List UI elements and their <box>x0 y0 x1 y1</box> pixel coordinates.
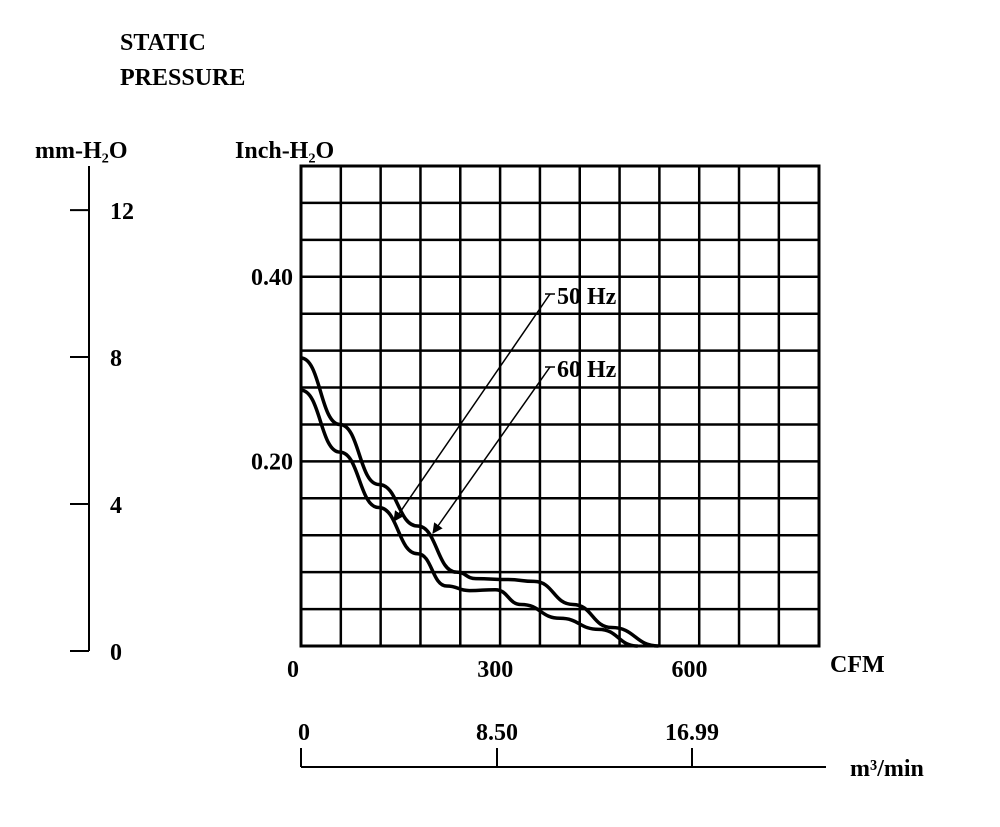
annotation-arrow-60-hz <box>432 366 551 534</box>
m3-tick-label-1: 8.50 <box>476 720 518 746</box>
annotation-label-50-hz: 50 Hz <box>557 284 617 310</box>
m3-axis: 0 8.50 16.99 <box>298 720 826 768</box>
mm-axis-label: mm-H₂O <box>35 138 128 164</box>
m3-tick-label-0: 0 <box>298 720 310 746</box>
series-lines <box>300 356 659 648</box>
grid <box>299 164 821 648</box>
x-tick-label-2: 600 <box>672 657 708 683</box>
mm-tick-label-0: 0 <box>110 640 122 666</box>
x-axis-label: CFM <box>830 652 885 678</box>
plot-frame <box>299 164 821 648</box>
mm-tick-label-2: 8 <box>110 346 122 372</box>
annotation-arrow-50-hz <box>393 293 551 522</box>
mm-tick-label-1: 4 <box>110 493 122 519</box>
chart-title-line-2: PRESSURE <box>120 65 245 91</box>
series-line-60-hz <box>300 356 659 648</box>
y-axis-label: Inch-H₂O <box>235 138 334 164</box>
tick-labels: 0 300 600 0.20 0.40 <box>251 265 708 683</box>
chart-title-line-1: STATIC <box>120 30 206 56</box>
annotation-label-60-hz: 60 Hz <box>557 357 617 383</box>
m3-axis-label: m³/min <box>850 756 924 782</box>
x-tick-label-0: 0 <box>287 657 299 683</box>
x-tick-label-1: 300 <box>477 657 513 683</box>
m3-tick-label-2: 16.99 <box>665 720 719 746</box>
y-tick-label-1: 0.40 <box>251 265 293 291</box>
mm-tick-label-3: 12 <box>110 199 134 225</box>
series-annotations: 50 Hz 60 Hz <box>393 284 617 534</box>
mm-axis: 0 4 8 12 <box>70 166 134 666</box>
y-tick-label-0: 0.20 <box>251 449 293 475</box>
series-line-50-hz <box>300 388 638 648</box>
